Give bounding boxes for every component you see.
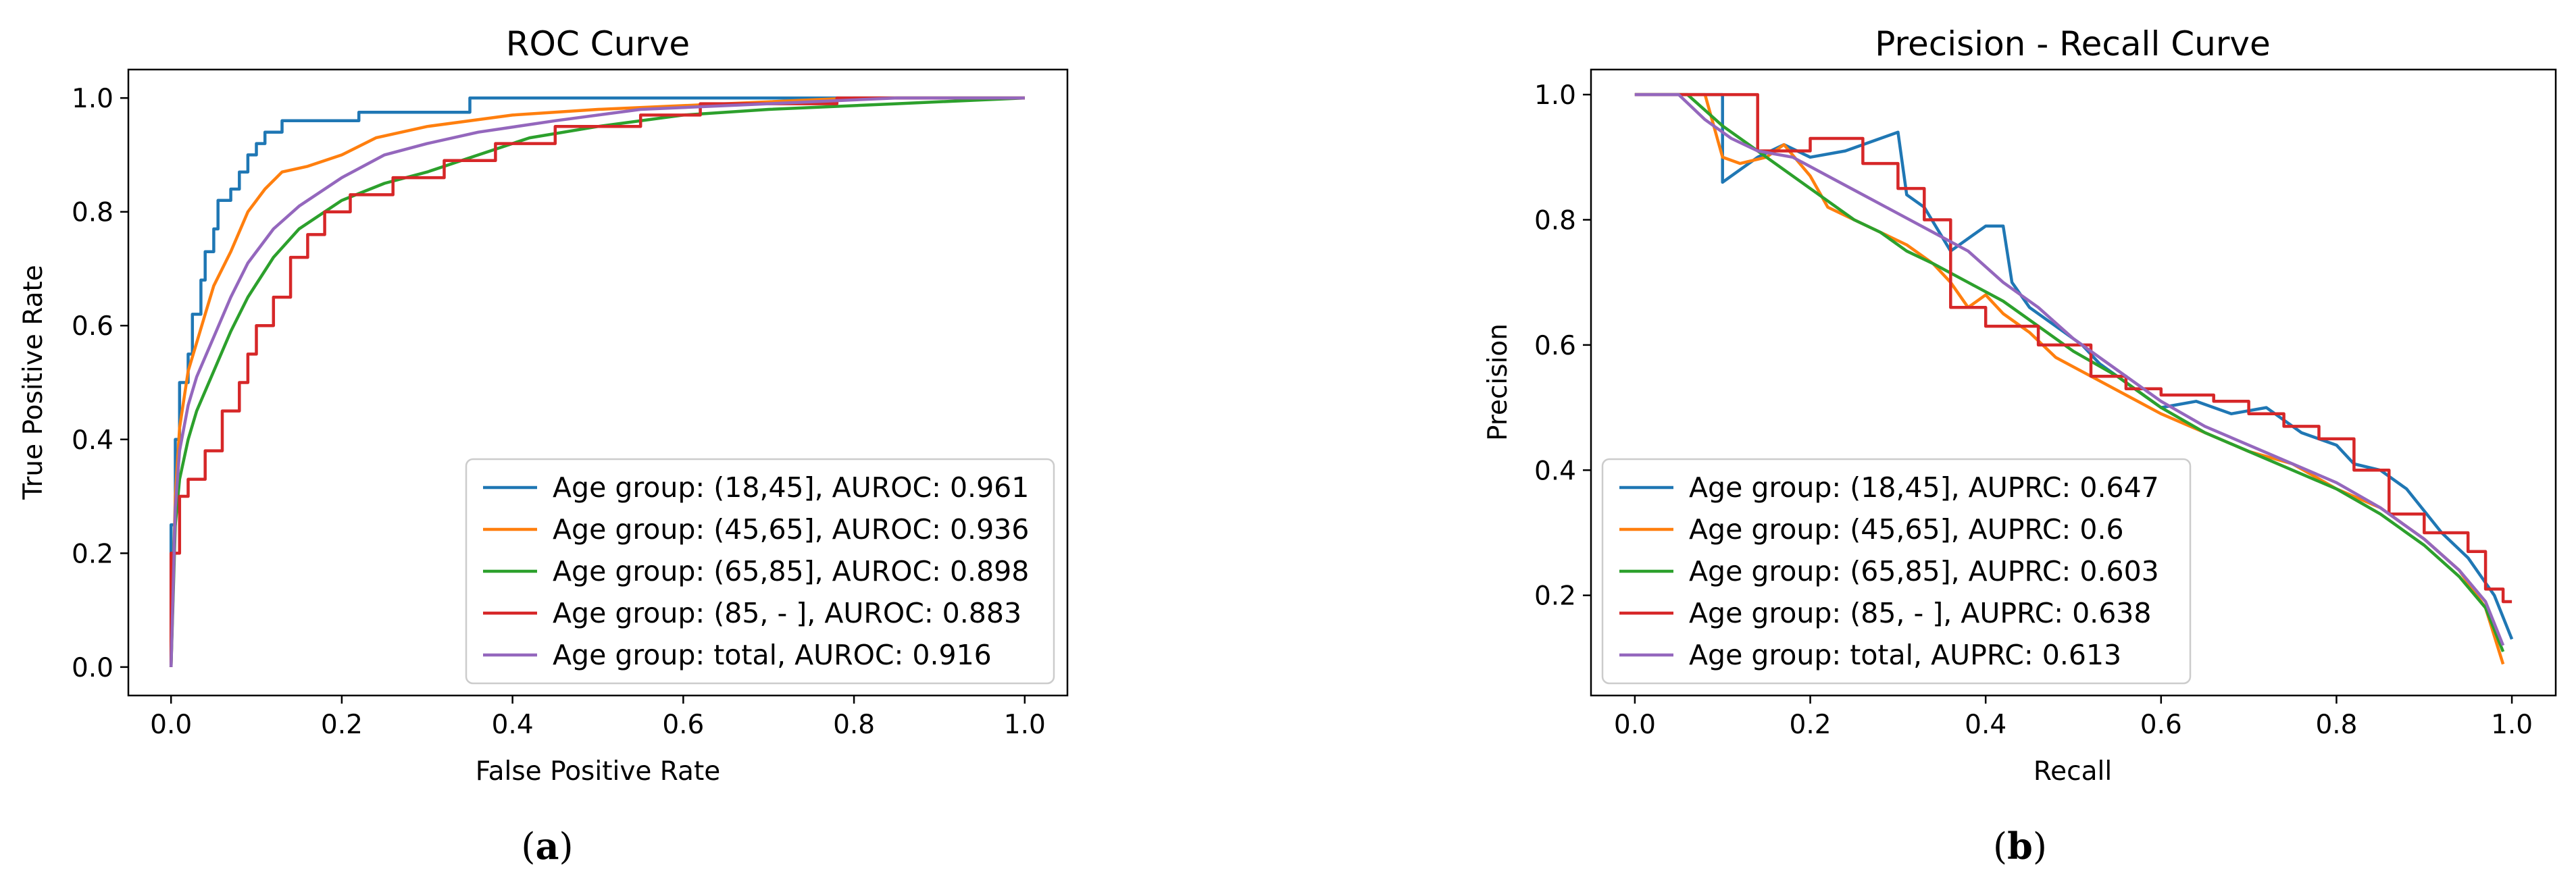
pr-y-axis-label: Precision: [1483, 323, 1513, 441]
roc-series-line-3: [169, 96, 1025, 667]
pr-x-tick-label: 0.4: [1965, 710, 2006, 740]
pr-legend-label-0: Age group: (18,45], AUPRC: 0.647: [1689, 471, 2159, 504]
pr-y-tick-label: 0.6: [1534, 331, 1576, 361]
pr-y-tick-label: 0.2: [1534, 581, 1576, 612]
pr-legend: Age group: (18,45], AUPRC: 0.647 Age grou…: [1601, 458, 2192, 685]
roc-x-tick-label: 0.4: [492, 710, 534, 740]
roc-legend-box: [465, 458, 1055, 685]
roc-x-tick-label: 0.0: [150, 710, 192, 740]
pr-x-tick-label: 0.2: [1790, 710, 1832, 740]
panel-label-b-close: ): [2033, 825, 2047, 868]
roc-y-tick-label: 0.8: [72, 198, 113, 228]
roc-axes-frame: [127, 68, 1069, 697]
pr-legend-label-3: Age group: (85, - ], AUPRC: 0.638: [1689, 597, 2151, 629]
roc-y-tick-label: 0.2: [72, 539, 113, 569]
panel-label-b: (b): [1993, 824, 2047, 868]
panel-label-b-open: (: [1993, 825, 2007, 868]
pr-y-tick-label: 0.4: [1534, 456, 1576, 486]
pr-plot-area: [1634, 93, 2514, 665]
roc-legend-label-0: Age group: (18,45], AUROC: 0.961: [553, 471, 1029, 504]
panel-label-a-open: (: [521, 825, 535, 868]
roc-chart: ROC Curve 0.0 0.2 0.4 0.6 0.8 1.0 0.0 0.2 0.4 0.6…: [18, 24, 1069, 787]
pr-y-tick-label: 0.8: [1534, 205, 1576, 236]
roc-x-tick-label: 1.0: [1004, 710, 1046, 740]
panel-label-b-letter: b: [2007, 824, 2033, 868]
roc-plot-area: [169, 96, 1025, 667]
roc-y-axis-label: True Positive Rate: [18, 265, 49, 500]
pr-x-tick-label: 0.8: [2315, 710, 2357, 740]
roc-legend-label-4: Age group: total, AUROC: 0.916: [553, 639, 992, 671]
pr-x-axis-label: Recall: [2034, 756, 2112, 787]
roc-legend-label-3: Age group: (85, - ], AUROC: 0.883: [553, 597, 1021, 629]
pr-x-tick-label: 0.0: [1614, 710, 1656, 740]
roc-ticks: 0.0 0.2 0.4 0.6 0.8 1.0 0.0 0.2 0.4 0.6 0.8 1.0: [72, 84, 1046, 740]
roc-series-line-1: [169, 96, 1025, 667]
roc-x-axis-label: False Positive Rate: [476, 756, 720, 787]
panel-label-a-letter: a: [536, 824, 559, 868]
pr-legend-box: [1601, 458, 2192, 685]
pr-chart: Precision - Recall Curve 0.0 0.2 0.4 0.6 0.8…: [1483, 24, 2557, 787]
roc-x-tick-label: 0.8: [833, 710, 875, 740]
pr-series-line-4: [1634, 93, 2505, 646]
pr-x-tick-label: 0.6: [2140, 710, 2182, 740]
panel-label-a: (a): [521, 824, 573, 868]
pr-x-tick-label: 1.0: [2491, 710, 2533, 740]
roc-legend-label-1: Age group: (45,65], AUROC: 0.936: [553, 513, 1029, 546]
roc-chart-title: ROC Curve: [506, 24, 690, 63]
pr-legend-label-2: Age group: (65,85], AUPRC: 0.603: [1689, 555, 2159, 587]
roc-legend: Age group: (18,45], AUROC: 0.961 Age grou…: [465, 458, 1055, 685]
roc-legend-label-2: Age group: (65,85], AUROC: 0.898: [553, 555, 1029, 587]
panel-label-a-close: ): [559, 825, 574, 868]
pr-series-line-3: [1634, 93, 2512, 604]
roc-x-tick-label: 0.6: [662, 710, 704, 740]
pr-y-tick-label: 1.0: [1534, 80, 1576, 111]
roc-x-tick-label: 0.2: [321, 710, 363, 740]
roc-series-line-2: [169, 96, 1025, 667]
roc-series-line-4: [169, 96, 1025, 667]
pr-legend-label-4: Age group: total, AUPRC: 0.613: [1689, 639, 2121, 671]
pr-axes-frame: [1590, 68, 2557, 697]
roc-y-tick-label: 1.0: [72, 84, 113, 114]
pr-series-line-2: [1634, 93, 2505, 652]
pr-series-line-0: [1634, 93, 2514, 640]
pr-legend-label-1: Age group: (45,65], AUPRC: 0.6: [1689, 513, 2124, 546]
roc-y-tick-label: 0.0: [72, 653, 113, 683]
pr-chart-title: Precision - Recall Curve: [1875, 24, 2271, 63]
roc-y-tick-label: 0.6: [72, 311, 113, 342]
roc-y-tick-label: 0.4: [72, 425, 113, 456]
pr-ticks: 0.0 0.2 0.4 0.6 0.8 1.0 0.2 0.4 0.6 0.8 1.0: [1534, 80, 2533, 740]
